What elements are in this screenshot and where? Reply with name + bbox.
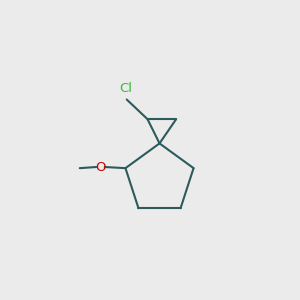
Text: O: O <box>95 160 106 173</box>
Text: Cl: Cl <box>119 82 132 95</box>
